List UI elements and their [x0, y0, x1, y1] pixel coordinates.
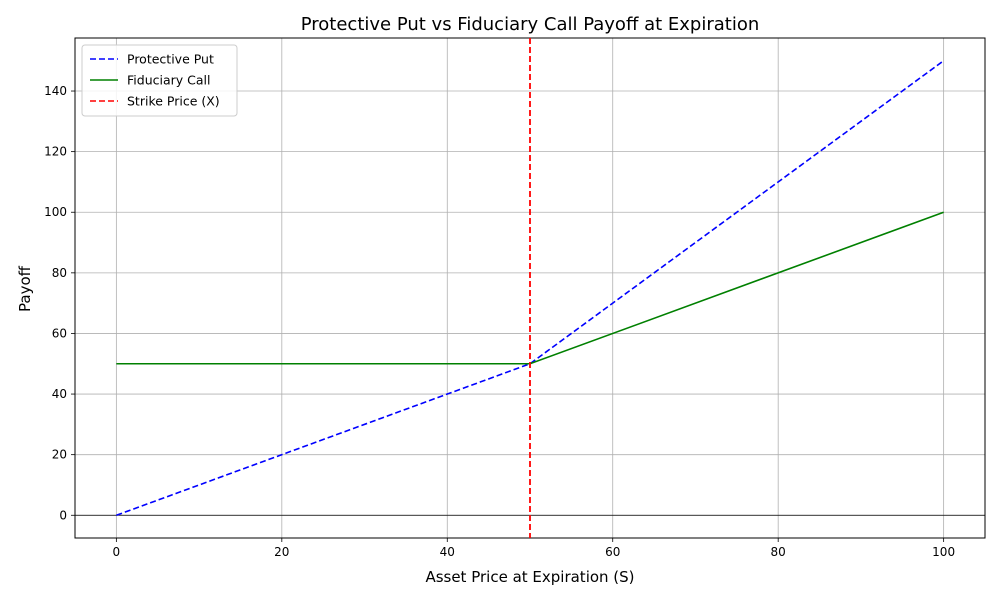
x-tick-label: 60 [605, 545, 620, 559]
x-tick-label: 100 [932, 545, 955, 559]
chart-title: Protective Put vs Fiduciary Call Payoff … [301, 14, 760, 35]
legend: Protective Put Fiduciary Call Strike Price… [81, 44, 238, 117]
legend-label: Protective Put [127, 52, 214, 67]
x-tick-label: 0 [113, 545, 121, 559]
y-tick-label: 40 [52, 387, 67, 401]
x-axis-label: Asset Price at Expiration (S) [425, 568, 634, 586]
series-line-fiduciary-call [116, 211, 944, 365]
legend-box [81, 44, 238, 117]
legend-label: Strike Price (X) [127, 94, 220, 109]
y-axis-label: Payoff [16, 265, 34, 312]
y-tick-label: 60 [52, 326, 67, 340]
y-tick-label: 120 [44, 145, 67, 159]
y-tick-label: 140 [44, 84, 67, 98]
x-tick-label: 20 [274, 545, 289, 559]
y-tick-label: 20 [52, 448, 67, 462]
series-line-protective-put [116, 60, 945, 517]
x-tick-label: 40 [440, 545, 455, 559]
y-tick-label: 0 [59, 508, 67, 522]
y-tick-label: 100 [44, 205, 67, 219]
x-tick-label: 80 [771, 545, 786, 559]
plot-area: 0 20 40 60 80 100 0 20 40 60 80 100 120 140 [44, 37, 986, 559]
y-tick-label: 80 [52, 266, 67, 280]
legend-label: Fiduciary Call [127, 73, 210, 88]
